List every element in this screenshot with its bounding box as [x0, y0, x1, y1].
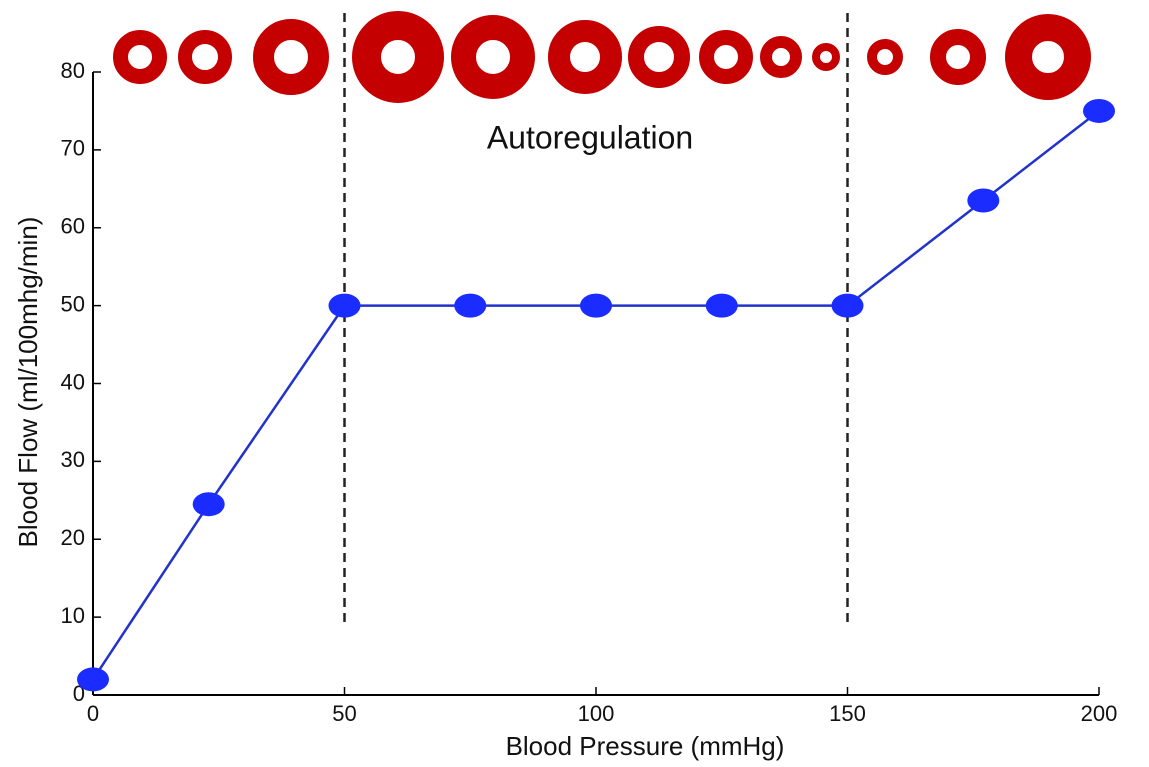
vessel	[559, 31, 611, 83]
y-tick-label: 20	[61, 525, 85, 550]
data-point	[77, 667, 109, 691]
vessel	[1019, 28, 1078, 87]
y-tick-label: 50	[61, 291, 85, 316]
x-tick-label: 150	[829, 701, 866, 726]
y-axis-label: Blood Flow (ml/100mhg/min)	[13, 217, 43, 548]
vessel	[766, 42, 796, 72]
vessel	[464, 28, 523, 87]
vessel	[872, 44, 898, 70]
data-point	[329, 294, 361, 318]
x-tick-label: 100	[578, 701, 615, 726]
data-point	[580, 294, 612, 318]
x-axis-label: Blood Pressure (mmHg)	[506, 731, 785, 761]
vessel	[367, 26, 430, 89]
data-point	[1083, 99, 1115, 123]
x-tick-label: 0	[87, 701, 99, 726]
vessel-icons	[121, 26, 1078, 89]
y-tick-label: 70	[61, 136, 85, 161]
data-line	[93, 111, 1099, 679]
vessel	[121, 38, 160, 77]
vessel	[636, 34, 682, 80]
x-tick-label: 50	[332, 701, 356, 726]
y-tick-label: 30	[61, 447, 85, 472]
y-tick-label: 10	[61, 603, 85, 628]
chart: Autoregulation Blood Pressure (mmHg) Blo…	[0, 0, 1149, 767]
vessel	[816, 47, 836, 67]
y-tick-label: 60	[61, 214, 85, 239]
y-tick-label: 80	[61, 58, 85, 83]
data-point	[454, 294, 486, 318]
data-point	[832, 294, 864, 318]
x-tick-label: 200	[1081, 701, 1118, 726]
vessel	[938, 37, 978, 77]
data-point	[193, 492, 225, 516]
y-tick-label: 40	[61, 369, 85, 394]
vessel	[707, 38, 746, 77]
data-point	[967, 188, 999, 212]
data-point	[706, 294, 738, 318]
vessel	[185, 37, 225, 77]
annotation: Autoregulation	[487, 119, 693, 155]
vessel	[264, 30, 319, 85]
